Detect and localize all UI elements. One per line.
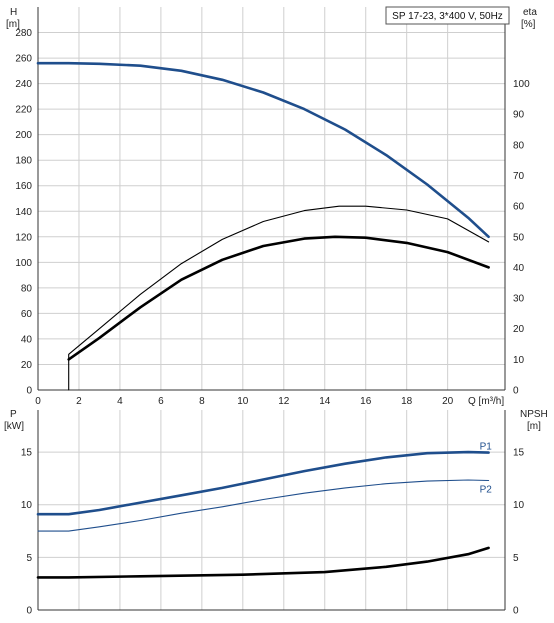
bottom-right-axis-label-2: [m] (527, 421, 541, 432)
x-tick-label: 8 (199, 396, 205, 407)
x-tick-label: 20 (442, 396, 454, 407)
top-right-axis-label-2: [%] (521, 19, 536, 30)
top-left-tick-label: 100 (15, 258, 32, 269)
top-left-tick-label: 160 (15, 181, 32, 192)
head-efficiency-panel: 0204060801001201401601802002202402602800… (15, 7, 530, 407)
x-tick-label: 14 (319, 396, 331, 407)
top-right-tick-label: 20 (513, 324, 525, 335)
top-left-tick-label: 140 (15, 207, 32, 218)
power-npsh-panel: 0 5 10 15 0 5 10 15 P1 P2 (21, 410, 525, 617)
top-left-tick-label: 240 (15, 79, 32, 90)
bottom-right-tick-label: 15 (513, 448, 525, 459)
series-label-p2: P2 (480, 485, 493, 496)
x-tick-label: 4 (117, 396, 123, 407)
bottom-left-tick-label: 15 (21, 448, 33, 459)
x-tick-label: 12 (278, 396, 290, 407)
top-series-0-line (36, 61, 490, 239)
bottom-series-2-line (36, 546, 490, 579)
bottom-left-axis-label-1: P (10, 409, 17, 420)
x-tick-label: 18 (401, 396, 413, 407)
top-right-tick-label: 80 (513, 140, 525, 151)
top-left-tick-label: 220 (15, 105, 32, 116)
top-right-tick-label: 0 (513, 386, 519, 397)
chart-title-box: SP 17-23, 3*400 V, 50Hz (385, 6, 510, 25)
series-label-p1: P1 (480, 442, 493, 453)
top-left-axis-label-2: [m] (6, 19, 20, 30)
bottom-right-axis-label-1: NPSH (520, 409, 548, 420)
top-left-tick-label: 60 (21, 309, 33, 320)
top-left-axis-label-1: H (10, 7, 17, 18)
top-left-tick-label: 40 (21, 334, 33, 345)
bottom-right-tick-label: 5 (513, 553, 519, 564)
x-tick-label: 2 (76, 396, 82, 407)
bottom-left-tick-label: 0 (26, 606, 32, 617)
top-left-tick-label: 200 (15, 130, 32, 141)
x-tick-label: 16 (360, 396, 372, 407)
top-left-tick-label: 280 (15, 28, 32, 39)
top-right-tick-label: 100 (513, 79, 530, 90)
top-right-tick-label: 10 (513, 355, 525, 366)
top-left-tick-label: 260 (15, 54, 32, 65)
top-right-axis-label-1: eta (523, 7, 537, 18)
top-left-tick-label: 120 (15, 232, 32, 243)
top-right-tick-label: 90 (513, 110, 525, 121)
top-left-tick-label: 20 (21, 360, 33, 371)
bottom-series-p2-line (37, 479, 490, 532)
top-right-tick-label: 40 (513, 263, 525, 274)
top-right-tick-label: 30 (513, 294, 525, 305)
top-series-2-line (67, 235, 490, 361)
x-tick-label: 10 (237, 396, 249, 407)
x-tick-label: 6 (158, 396, 164, 407)
top-right-tick-label: 50 (513, 232, 525, 243)
bottom-left-tick-label: 10 (21, 500, 33, 511)
x-tick-label: 0 (35, 396, 41, 407)
chart-title: SP 17-23, 3*400 V, 50Hz (392, 11, 503, 22)
x-axis-label: Q [m³/h] (468, 396, 504, 407)
bottom-left-tick-label: 5 (26, 553, 32, 564)
top-right-tick-label: 60 (513, 202, 525, 213)
bottom-series-p1-line (36, 450, 490, 516)
top-left-tick-label: 0 (26, 386, 32, 397)
top-right-tick-label: 70 (513, 171, 525, 182)
top-left-tick-label: 80 (21, 283, 33, 294)
bottom-right-tick-label: 10 (513, 500, 525, 511)
bottom-left-axis-label-2: [kW] (4, 421, 24, 432)
top-left-tick-label: 180 (15, 156, 32, 167)
top-series-1-line (68, 205, 490, 391)
bottom-right-tick-label: 0 (513, 606, 519, 617)
